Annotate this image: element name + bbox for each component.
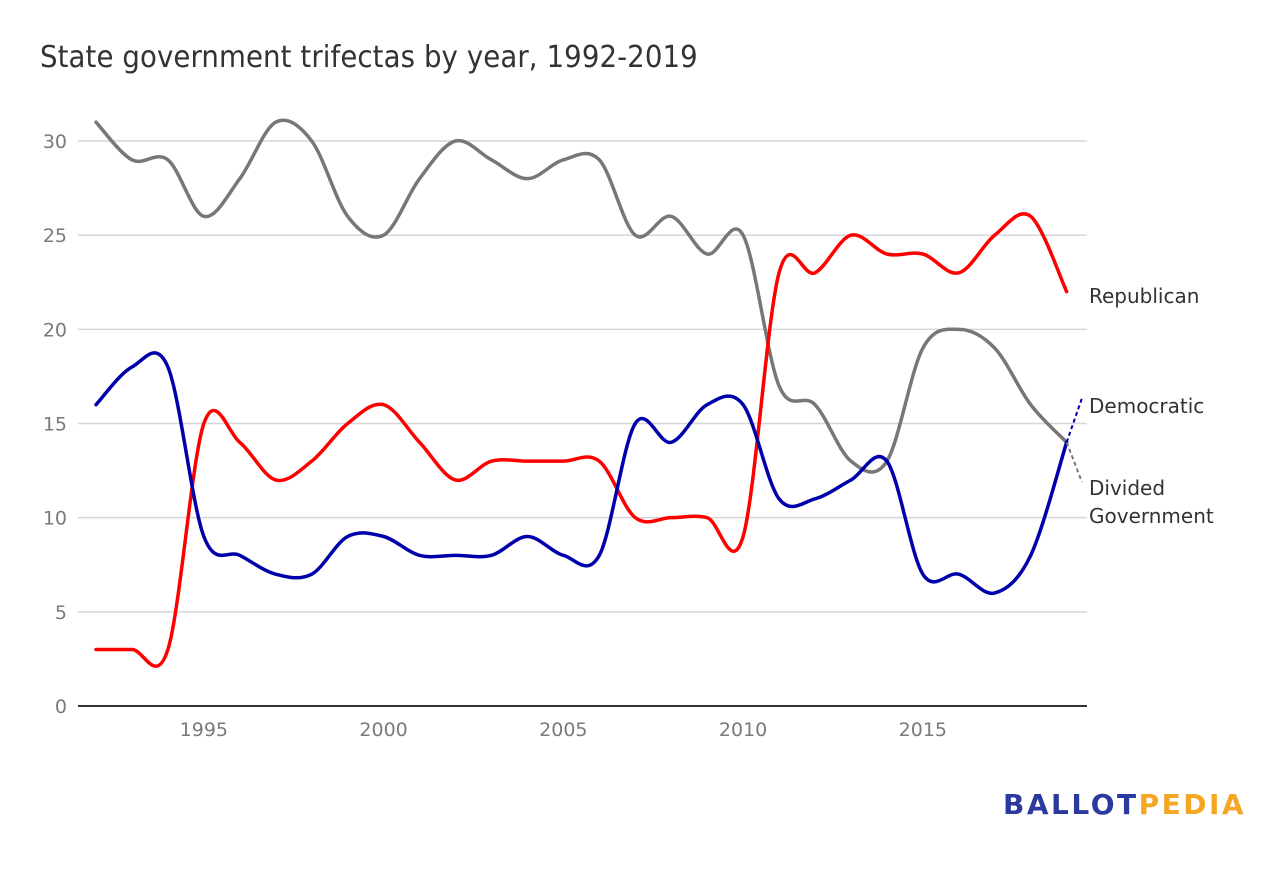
x-tick-label: 2010	[719, 719, 767, 741]
logo-pedia-text: PEDIA	[1138, 788, 1247, 821]
label-leader-lines	[1065, 397, 1083, 483]
x-tick-label: 2005	[539, 719, 587, 741]
series-line-divided-government	[94, 118, 1069, 474]
series-label-democratic: Democratic	[1089, 394, 1204, 418]
chart-title: State government trifectas by year, 1992…	[40, 40, 698, 75]
gridlines	[78, 140, 1087, 613]
series-lines	[94, 118, 1069, 668]
leader-line-democratic	[1065, 397, 1083, 443]
x-tick-label: 2000	[359, 719, 407, 741]
x-tick-label: 2015	[899, 719, 947, 741]
x-tick-label: 1995	[180, 719, 228, 741]
series-label-divided-line1: Divided	[1089, 476, 1165, 500]
y-tick-label: 20	[43, 319, 67, 341]
y-tick-label: 15	[43, 414, 67, 436]
series-line-democratic	[94, 351, 1069, 595]
x-axis-ticks: 1995 2000 2005 2010 2015	[180, 719, 947, 741]
y-axis-ticks: 0 5 10 15 20 25 30	[43, 131, 67, 718]
leader-line-divided	[1065, 441, 1083, 483]
y-tick-label: 10	[43, 508, 67, 530]
series-label-divided-line2: Government	[1089, 504, 1214, 528]
series-label-republican: Republican	[1089, 284, 1199, 308]
series-line-republican	[94, 212, 1069, 668]
y-tick-label: 5	[55, 602, 67, 624]
logo-ballot-text: BALLOT	[1003, 788, 1139, 821]
y-tick-label: 0	[55, 696, 67, 718]
y-tick-label: 25	[43, 225, 67, 247]
y-tick-label: 30	[43, 131, 67, 153]
ballotpedia-logo: BALLOTPEDIA	[1003, 788, 1246, 821]
